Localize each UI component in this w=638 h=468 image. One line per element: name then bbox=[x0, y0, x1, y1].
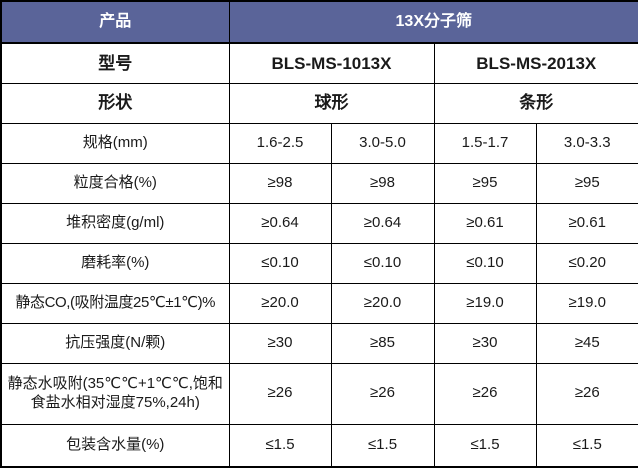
spec-value-cell: ≥19.0 bbox=[433, 282, 537, 324]
product-label-cell: 产品 bbox=[0, 0, 230, 44]
spec-row-label: 抗压强度(N/颗) bbox=[0, 322, 230, 364]
spec-value-cell: ≤1.5 bbox=[433, 423, 537, 468]
spec-value-cell: 1.6-2.5 bbox=[228, 122, 332, 164]
spec-value-cell: ≥95 bbox=[433, 162, 537, 204]
spec-value-cell: ≥98 bbox=[330, 162, 435, 204]
model-row: 型号 BLS-MS-1013X BLS-MS-2013X bbox=[0, 42, 638, 84]
spec-row-size: 规格(mm) 1.6-2.5 3.0-5.0 1.5-1.7 3.0-3.3 bbox=[0, 122, 638, 164]
model-cell-2013x: BLS-MS-2013X bbox=[433, 42, 638, 84]
spec-value-cell: ≥85 bbox=[330, 322, 435, 364]
spec-value-cell: 3.0-3.3 bbox=[535, 122, 638, 164]
spec-row-label: 包装含水量(%) bbox=[0, 423, 230, 468]
spec-value-cell: ≤0.10 bbox=[330, 242, 435, 284]
model-row-label: 型号 bbox=[0, 42, 230, 84]
spec-value-cell: ≥26 bbox=[330, 362, 435, 425]
product-name-cell: 13X分子筛 bbox=[228, 0, 638, 44]
spec-value-cell: ≥98 bbox=[228, 162, 332, 204]
spec-value-cell: ≥45 bbox=[535, 322, 638, 364]
shape-cell-sphere: 球形 bbox=[228, 82, 435, 124]
spec-value-cell: ≤0.10 bbox=[228, 242, 332, 284]
spec-row-label: 静态水吸附(35℃℃+1℃℃,饱和食盐水相对湿度75%,24h) bbox=[0, 362, 230, 425]
spec-value-cell: 3.0-5.0 bbox=[330, 122, 435, 164]
spec-row-abrasion: 磨耗率(%) ≤0.10 ≤0.10 ≤0.10 ≤0.20 bbox=[0, 242, 638, 284]
shape-row: 形状 球形 条形 bbox=[0, 82, 638, 124]
spec-row-label: 堆积密度(g/ml) bbox=[0, 202, 230, 244]
spec-value-cell: ≥20.0 bbox=[228, 282, 332, 324]
product-header-row: 产品 13X分子筛 bbox=[0, 0, 638, 44]
shape-row-label: 形状 bbox=[0, 82, 230, 124]
spec-value-cell: ≤1.5 bbox=[535, 423, 638, 468]
model-cell-1013x: BLS-MS-1013X bbox=[228, 42, 435, 84]
spec-value-cell: ≥0.61 bbox=[433, 202, 537, 244]
spec-value-cell: ≤0.20 bbox=[535, 242, 638, 284]
shape-cell-strip: 条形 bbox=[433, 82, 638, 124]
spec-row-label: 静态CO,(吸附温度25℃±1℃)% bbox=[0, 282, 230, 324]
spec-row-particle-pass: 粒度合格(%) ≥98 ≥98 ≥95 ≥95 bbox=[0, 162, 638, 204]
spec-value-cell: ≥0.64 bbox=[228, 202, 332, 244]
spec-row-label: 粒度合格(%) bbox=[0, 162, 230, 204]
spec-row-static-water: 静态水吸附(35℃℃+1℃℃,饱和食盐水相对湿度75%,24h) ≥26 ≥26… bbox=[0, 362, 638, 425]
spec-value-cell: 1.5-1.7 bbox=[433, 122, 537, 164]
spec-value-cell: ≤1.5 bbox=[228, 423, 332, 468]
spec-row-bulk-density: 堆积密度(g/ml) ≥0.64 ≥0.64 ≥0.61 ≥0.61 bbox=[0, 202, 638, 244]
spec-value-cell: ≥26 bbox=[228, 362, 332, 425]
spec-value-cell: ≥30 bbox=[228, 322, 332, 364]
spec-value-cell: ≤0.10 bbox=[433, 242, 537, 284]
spec-row-static-co2: 静态CO,(吸附温度25℃±1℃)% ≥20.0 ≥20.0 ≥19.0 ≥19… bbox=[0, 282, 638, 324]
spec-value-cell: ≥0.64 bbox=[330, 202, 435, 244]
spec-value-cell: ≥30 bbox=[433, 322, 537, 364]
spec-value-cell: ≥95 bbox=[535, 162, 638, 204]
spec-value-cell: ≥20.0 bbox=[330, 282, 435, 324]
spec-row-crush-strength: 抗压强度(N/颗) ≥30 ≥85 ≥30 ≥45 bbox=[0, 322, 638, 364]
spec-value-cell: ≥26 bbox=[433, 362, 537, 425]
spec-value-cell: ≤1.5 bbox=[330, 423, 435, 468]
spec-row-package-moisture: 包装含水量(%) ≤1.5 ≤1.5 ≤1.5 ≤1.5 bbox=[0, 423, 638, 468]
spec-value-cell: ≥26 bbox=[535, 362, 638, 425]
spec-row-label: 磨耗率(%) bbox=[0, 242, 230, 284]
spec-row-label: 规格(mm) bbox=[0, 122, 230, 164]
spec-value-cell: ≥0.61 bbox=[535, 202, 638, 244]
spec-value-cell: ≥19.0 bbox=[535, 282, 638, 324]
